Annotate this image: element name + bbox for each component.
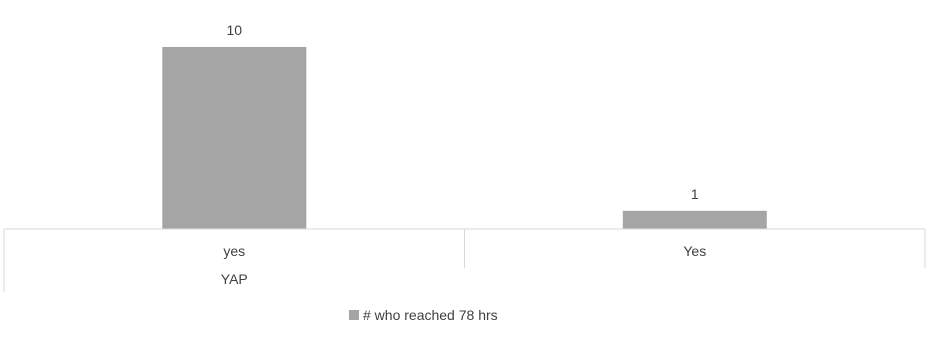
data-label: 10 (227, 22, 243, 38)
bar (622, 210, 767, 229)
category-axis: yes Yes YAP (3, 228, 926, 292)
bar (162, 47, 307, 229)
category-label: yes (223, 243, 245, 259)
legend-label: # who reached 78 hrs (363, 307, 498, 323)
group-label: YAP (221, 271, 248, 287)
legend-swatch (349, 310, 359, 320)
legend: # who reached 78 hrs (349, 307, 498, 323)
category-label: Yes (683, 243, 706, 259)
data-label: 1 (691, 186, 699, 202)
plot-area: 10 1 (162, 22, 767, 229)
